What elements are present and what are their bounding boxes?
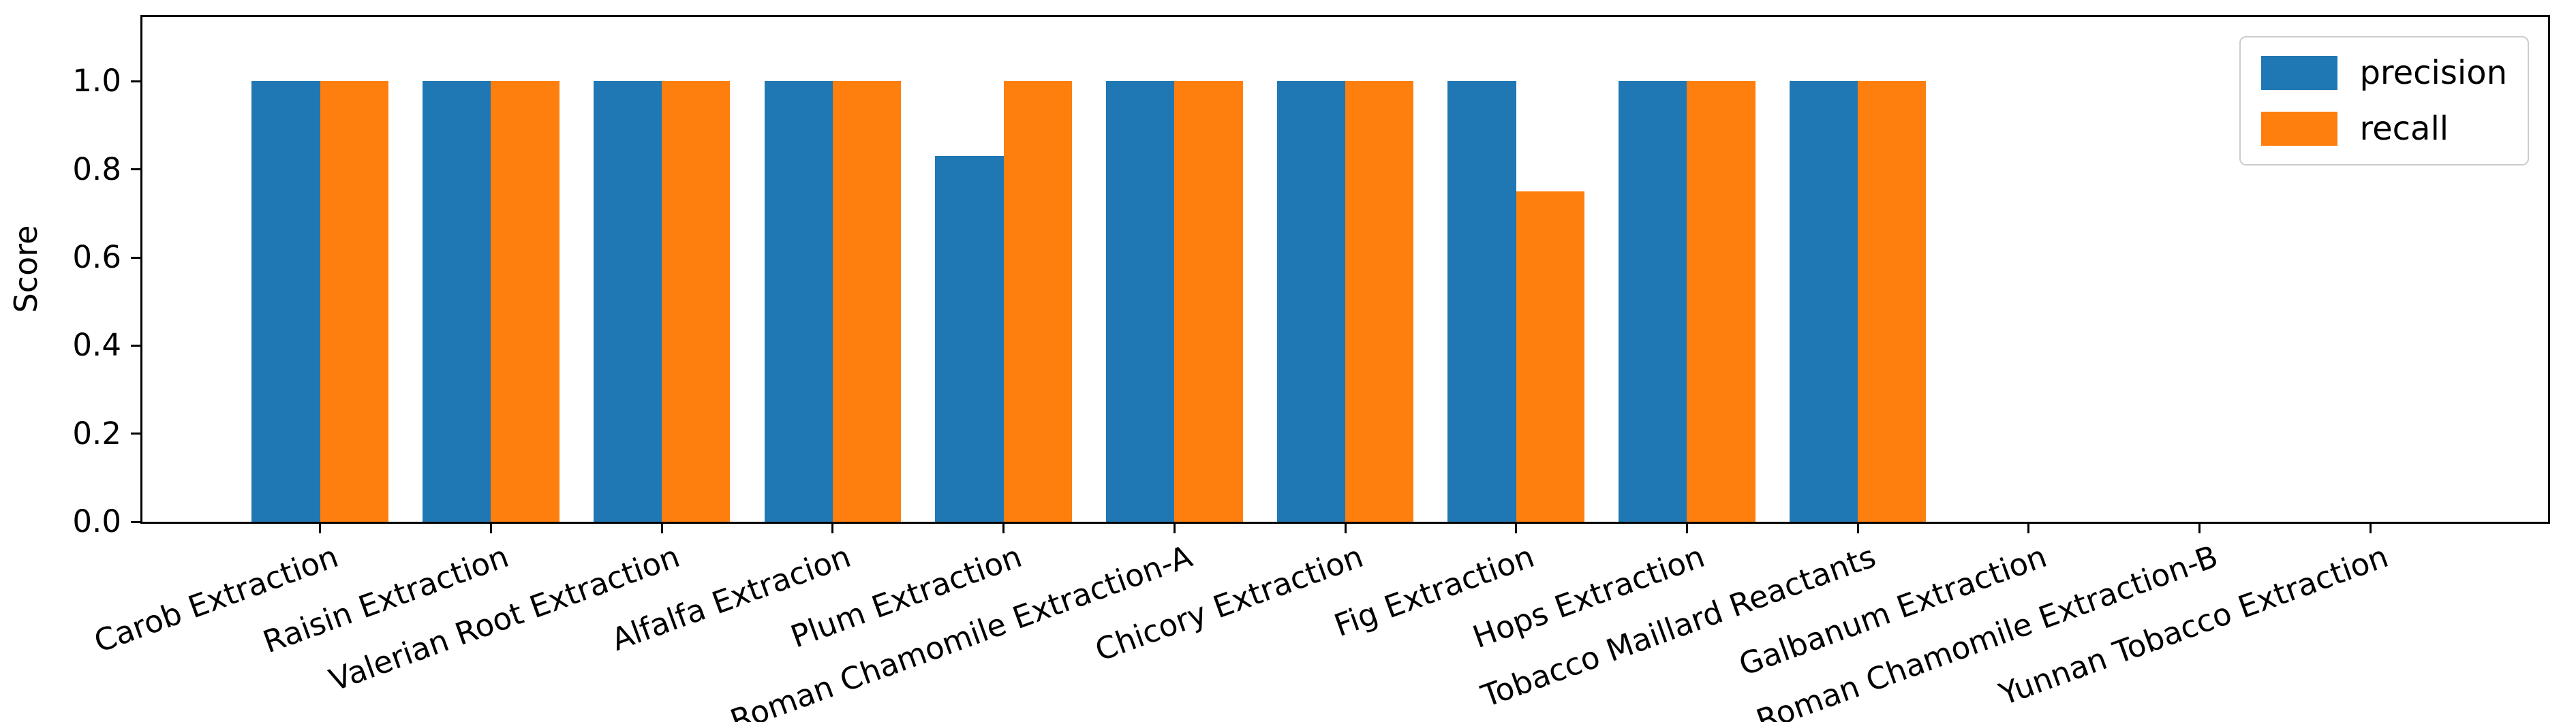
- y-tick: [131, 433, 140, 435]
- x-tick: [2369, 524, 2372, 533]
- y-tick: [131, 80, 140, 82]
- x-tick: [2198, 524, 2201, 533]
- recall-bar: [1345, 81, 1414, 522]
- legend: precision recall: [2239, 36, 2529, 166]
- y-tick-label: 0.2: [72, 415, 121, 452]
- recall-bar: [320, 81, 389, 522]
- precision-bar: [935, 156, 1004, 522]
- precision-bar: [1619, 81, 1687, 522]
- y-tick-label: 1.0: [72, 63, 121, 99]
- recall-bar: [1003, 81, 1072, 522]
- precision-swatch: [2261, 56, 2338, 90]
- legend-label-precision: precision: [2359, 54, 2507, 92]
- y-tick-label: 0.4: [72, 327, 121, 364]
- x-tick: [1002, 524, 1005, 533]
- precision-bar: [251, 81, 320, 522]
- y-tick-label: 0.6: [72, 239, 121, 276]
- x-tick: [660, 524, 663, 533]
- recall-bar: [1858, 81, 1927, 522]
- recall-swatch: [2261, 112, 2338, 146]
- bars-container: [142, 17, 2548, 522]
- legend-label-recall: recall: [2359, 110, 2449, 148]
- x-tick: [1856, 524, 1859, 533]
- y-tick: [131, 168, 140, 171]
- x-tick: [2027, 524, 2030, 533]
- legend-entry-precision: precision: [2261, 54, 2507, 92]
- x-tick: [1344, 524, 1347, 533]
- legend-entry-recall: recall: [2261, 110, 2507, 148]
- recall-bar: [1687, 81, 1755, 522]
- recall-bar: [662, 81, 731, 522]
- y-tick: [131, 520, 140, 523]
- x-tick: [1685, 524, 1688, 533]
- recall-bar: [832, 81, 902, 522]
- precision-bar: [1789, 81, 1858, 522]
- y-tick-label: 0.0: [72, 503, 121, 539]
- precision-bar: [423, 81, 491, 522]
- precision-bar: [1106, 81, 1175, 522]
- precision-bar: [593, 81, 662, 522]
- precision-bar: [764, 81, 833, 522]
- x-tick: [1173, 524, 1176, 533]
- recall-bar: [1174, 81, 1243, 522]
- x-tick: [831, 524, 834, 533]
- precision-bar: [1276, 81, 1345, 522]
- x-tick: [319, 524, 322, 533]
- y-tick-label: 0.8: [72, 151, 121, 187]
- x-tick: [1515, 524, 1518, 533]
- recall-bar: [491, 81, 559, 522]
- precision-bar: [1447, 81, 1516, 522]
- y-tick: [131, 256, 140, 259]
- recall-bar: [1516, 191, 1584, 522]
- plot-area: precision recall: [140, 15, 2550, 524]
- x-tick: [489, 524, 492, 533]
- y-tick: [131, 344, 140, 347]
